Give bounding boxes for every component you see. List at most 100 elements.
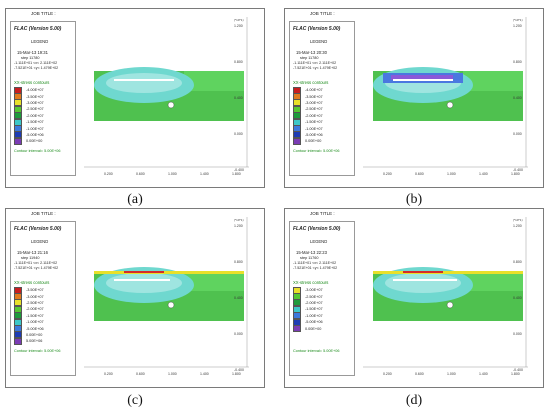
contour-interval: Contour interval= 5.00E+06: [293, 349, 340, 353]
contour-title: XX-stress contours: [14, 280, 50, 285]
plot-svg: 0.200 0.600 1.000 1.400 1.800 1.200 0.800 0.400…: [84, 217, 249, 376]
contour-legend-item: 0.00E+00: [293, 325, 323, 333]
excavation-bubble: [446, 301, 454, 309]
y-range: -7.521E+01 <y< 1.479E+02: [14, 66, 59, 70]
contour-value: -1.50E+07: [305, 307, 323, 312]
contour-value: -1.00E+07: [305, 313, 323, 318]
y-tick-label: 0.800: [234, 260, 243, 264]
contour-value: -1.50E+07: [26, 313, 44, 318]
y-tick-label: 0.800: [513, 60, 522, 64]
contour-plot: 0.200 0.600 1.000 1.400 1.800 1.200 0.800 0.400…: [363, 17, 528, 177]
stress-zone: [106, 273, 182, 293]
contour-interval: Contour interval= 5.00E+06: [293, 149, 340, 153]
contour-value: -4.00E+07: [26, 88, 44, 93]
contour-value: -1.00E+07: [26, 320, 44, 325]
datetime: 15-Mar-13 22:23: [296, 250, 327, 255]
stress-zone: [403, 271, 443, 273]
contour-title: XX-stress contours: [293, 280, 329, 285]
y-tick-label: 0.000: [234, 332, 243, 336]
contour-list: -3.00E+07 -2.50E+07 -2.00E+07 -1.50E+07 -1.0…: [293, 286, 323, 333]
contour-value: -5.00E+06: [26, 132, 44, 137]
y-tick-label: 0.800: [513, 260, 522, 264]
step: step 11780: [21, 56, 40, 60]
axis-unit: (*10^1): [234, 218, 244, 222]
x-tick-label: 0.600: [136, 172, 145, 176]
y-tick-label: 1.200: [513, 24, 522, 28]
x-tick-label: 1.400: [200, 172, 209, 176]
contour-value: -2.50E+07: [26, 107, 44, 112]
y-tick-label: 0.400: [513, 96, 522, 100]
contour-value: -5.00E+06: [26, 326, 44, 331]
flac-version: FLAC (Version 5.00): [14, 226, 62, 232]
x-tick-label: 0.200: [104, 372, 113, 376]
excavation: [114, 279, 170, 281]
x-range: -1.111E+01 <x< 2.111E+02: [14, 261, 58, 265]
x-tick-label: 1.400: [479, 372, 488, 376]
plot-window-b: JOB TITLE : FLAC (Version 5.00) LEGEND 1…: [284, 8, 544, 188]
step: step 11760: [300, 256, 319, 260]
flac-version: FLAC (Version 5.00): [14, 26, 62, 32]
contour-value: -3.00E+07: [26, 294, 44, 299]
plot-svg: 0.200 0.600 1.000 1.400 1.800 1.200 0.800 0.400…: [363, 217, 528, 376]
contour-value: 0.00E+00: [305, 326, 322, 331]
stress-zone: [463, 71, 523, 91]
y-tick-label: -0.400: [513, 368, 523, 372]
stress-zone: [124, 271, 164, 273]
excavation: [393, 79, 453, 81]
contour-value: -2.50E+07: [305, 107, 323, 112]
contour-interval: Contour interval= 5.00E+06: [14, 349, 61, 353]
contour-value: 0.00E+00: [26, 139, 43, 144]
contour-value: -3.00E+07: [305, 288, 323, 293]
datetime: 15-Mar-13 19:31: [17, 50, 48, 55]
contour-value: -3.00E+07: [305, 100, 323, 105]
x-tick-label: 1.400: [200, 372, 209, 376]
x-tick-label: 1.800: [511, 372, 520, 376]
x-tick-label: 1.400: [479, 172, 488, 176]
y-tick-label: 0.000: [513, 132, 522, 136]
y-tick-label: 1.200: [234, 24, 243, 28]
excavation-bubble: [167, 301, 175, 309]
caption-d: (d): [405, 393, 423, 408]
x-tick-label: 0.200: [383, 172, 392, 176]
contour-swatch: [14, 337, 22, 345]
datetime: 15-Mar-13 21:16: [17, 250, 48, 255]
contour-legend-item: 0.00E+00: [14, 137, 44, 145]
contour-swatch: [293, 325, 301, 333]
job-title: JOB TITLE :: [310, 211, 335, 216]
y-tick-label: 0.400: [234, 296, 243, 300]
contour-list: -4.00E+07 -3.50E+07 -3.00E+07 -2.50E+07 -2.0…: [293, 86, 323, 145]
y-tick-label: 1.200: [513, 224, 522, 228]
legend-label: LEGEND: [31, 39, 49, 44]
caption-a: (a): [127, 192, 143, 207]
y-tick-label: -0.400: [234, 168, 244, 172]
contour-value: -1.00E+07: [26, 126, 44, 131]
y-tick-label: -0.400: [234, 368, 244, 372]
y-tick-label: 0.000: [513, 332, 522, 336]
stress-zone: [385, 273, 461, 293]
y-range: -7.521E+01 <y< 1.479E+02: [293, 266, 338, 270]
contour-plot: 0.200 0.600 1.000 1.400 1.800 1.200 0.800 0.400…: [84, 217, 249, 377]
stress-zone: [463, 271, 523, 291]
axis-unit: (*10^1): [513, 18, 523, 22]
x-tick-label: 1.800: [232, 372, 241, 376]
excavation: [114, 79, 174, 81]
contour-value: -3.50E+07: [305, 94, 323, 99]
info-box: FLAC (Version 5.00) LEGEND 15-Mar-13 19:…: [10, 21, 76, 176]
legend-label: LEGEND: [310, 239, 328, 244]
x-range: -1.111E+01 <x< 2.111E+02: [293, 261, 337, 265]
y-tick-label: 0.800: [234, 60, 243, 64]
x-tick-label: 1.000: [447, 172, 456, 176]
contour-value: -4.00E+07: [305, 88, 323, 93]
axis-unit: (*10^1): [234, 18, 244, 22]
x-tick-label: 0.600: [415, 372, 424, 376]
contour-interval: Contour interval= 5.00E+06: [14, 149, 61, 153]
excavation-bubble: [446, 101, 454, 109]
legend-label: LEGEND: [31, 239, 49, 244]
x-tick-label: 0.200: [104, 172, 113, 176]
contour-legend-item: 0.00E+00: [293, 137, 323, 145]
datetime: 15-Mar-13 20:30: [296, 50, 327, 55]
contour-value: -1.50E+07: [26, 120, 44, 125]
contour-swatch: [293, 137, 301, 145]
stress-zone: [106, 73, 182, 93]
contour-value: -2.00E+07: [26, 113, 44, 118]
